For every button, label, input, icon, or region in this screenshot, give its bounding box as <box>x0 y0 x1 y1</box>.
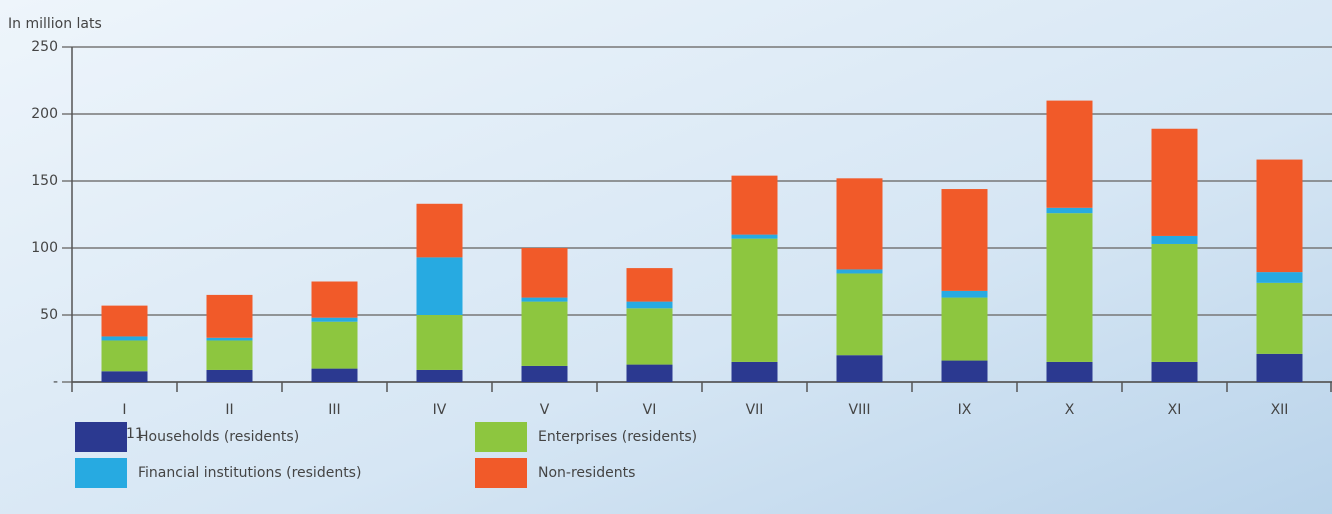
x-tick-label: I <box>122 402 126 418</box>
x-tick-label: V <box>540 402 550 418</box>
bar-segment <box>731 361 778 382</box>
legend-label: Financial institutions (residents) <box>138 465 361 481</box>
bar-segment <box>206 369 253 382</box>
bar-segment <box>1046 361 1093 382</box>
bar-segment <box>206 294 253 338</box>
bar-segment <box>626 364 673 382</box>
y-tick-label: - <box>53 374 58 390</box>
bar-segment <box>521 248 568 298</box>
bar-segment <box>626 308 673 365</box>
legend-swatch <box>475 458 527 488</box>
legend-label: Enterprises (residents) <box>538 429 697 445</box>
bar-segment <box>1256 159 1303 273</box>
bar-segment <box>521 301 568 366</box>
bar-segment <box>1046 207 1093 214</box>
bar-segment <box>206 337 253 341</box>
y-axis-label: In million lats <box>8 16 102 32</box>
bar-segment <box>1151 361 1198 382</box>
bar-segment <box>731 234 778 239</box>
bar-segment <box>1151 128 1198 236</box>
legend-label: Non-residents <box>538 465 635 481</box>
bar-segment <box>101 340 148 372</box>
bar-segment <box>521 365 568 382</box>
y-tick-label: 250 <box>31 39 58 55</box>
bar-segment <box>416 203 463 258</box>
bar-segment <box>206 340 253 370</box>
bar-segment <box>1256 272 1303 283</box>
bar-segment <box>416 315 463 370</box>
bar-segment <box>836 273 883 356</box>
y-tick-label: 100 <box>31 240 58 256</box>
bar-segment <box>1256 282 1303 354</box>
bar-segment <box>1256 353 1303 382</box>
bar-segment <box>1046 213 1093 362</box>
bar-segment <box>101 305 148 337</box>
bar-segment <box>731 175 778 235</box>
bar-segment <box>941 290 988 298</box>
bar-segment <box>521 297 568 302</box>
x-tick-label: IX <box>958 402 972 418</box>
x-tick-label: II <box>225 402 233 418</box>
x-tick-label: IV <box>433 402 447 418</box>
x-tick-label: X <box>1065 402 1075 418</box>
bar-segment <box>836 269 883 274</box>
x-tick-label: XI <box>1168 402 1182 418</box>
bar-segment <box>941 297 988 361</box>
y-tick-label: 200 <box>31 106 58 122</box>
bar-segment <box>311 317 358 322</box>
bar-segment <box>101 336 148 341</box>
y-tick-label: 150 <box>31 173 58 189</box>
bar-segment <box>626 268 673 302</box>
bar-segment <box>311 321 358 369</box>
legend-swatch <box>75 422 127 452</box>
x-tick-label: VIII <box>849 402 871 418</box>
x-tick-label: VI <box>643 402 657 418</box>
bar-segment <box>1151 243 1198 362</box>
bar-segment <box>836 355 883 382</box>
bar-segment <box>416 257 463 315</box>
bar-segment <box>1151 235 1198 244</box>
bar-segment <box>1046 100 1093 208</box>
bar-segment <box>941 360 988 382</box>
legend-label: Households (residents) <box>138 429 299 445</box>
x-tick-label: XII <box>1271 402 1289 418</box>
legend-swatch <box>75 458 127 488</box>
bar-segment <box>731 238 778 362</box>
bar-segment <box>311 368 358 382</box>
x-tick-label: III <box>328 402 340 418</box>
bar-segment <box>416 369 463 382</box>
bar-segment <box>626 301 673 309</box>
x-tick-label: VII <box>746 402 764 418</box>
y-tick-label: 50 <box>40 307 58 323</box>
bar-segment <box>311 281 358 318</box>
bar-segment <box>101 371 148 382</box>
bar-segment <box>836 178 883 270</box>
legend-swatch <box>475 422 527 452</box>
bar-segment <box>941 189 988 291</box>
